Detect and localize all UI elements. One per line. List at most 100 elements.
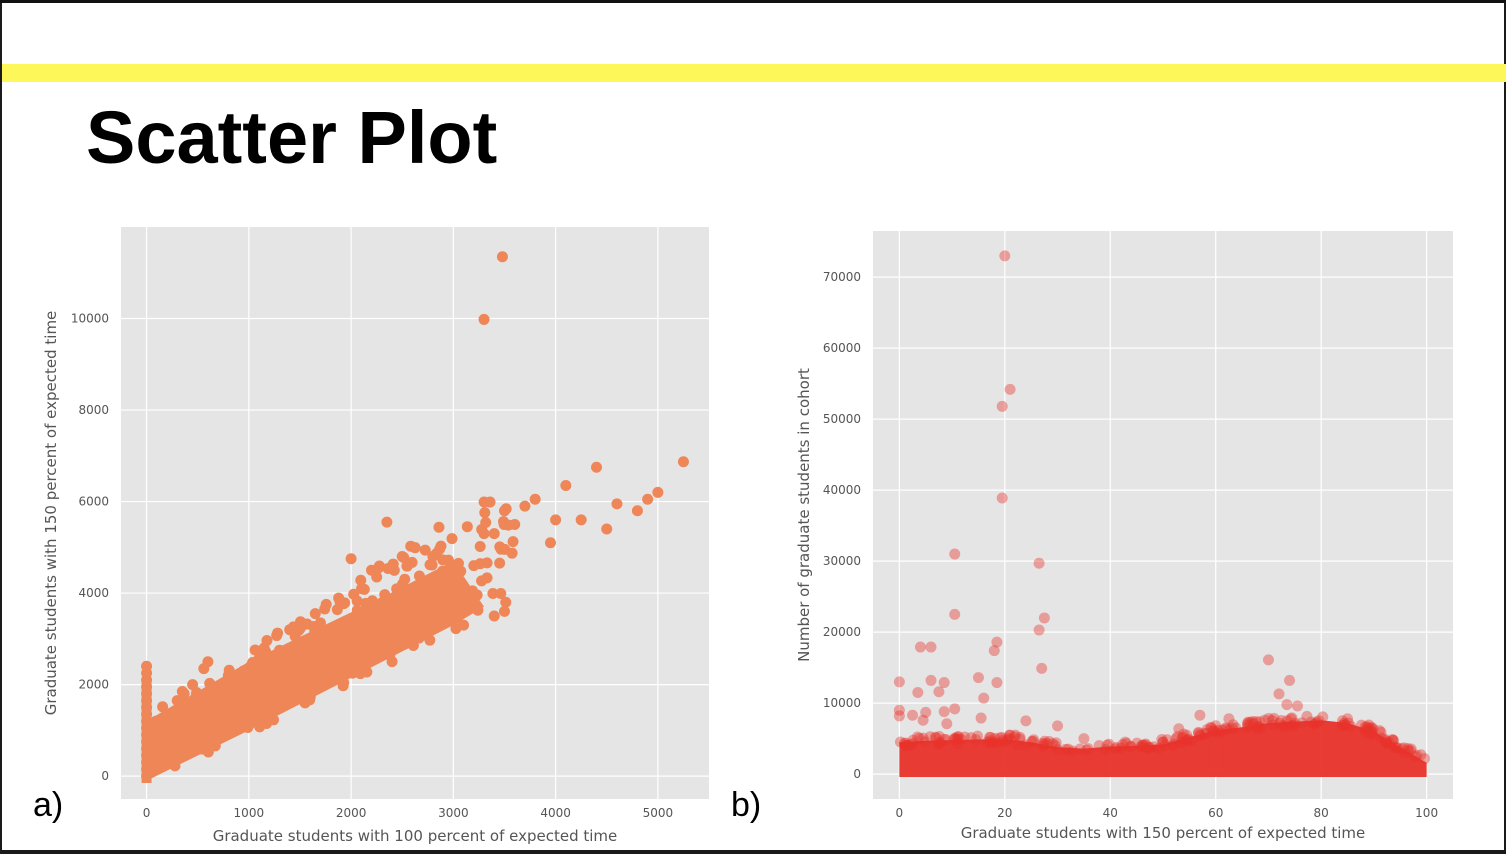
- data-point: [405, 596, 417, 608]
- data-point: [949, 608, 961, 620]
- data-point: [187, 679, 199, 691]
- data-point: [1285, 713, 1297, 725]
- data-point: [446, 533, 458, 545]
- data-point: [500, 596, 512, 608]
- data-point: [193, 711, 205, 723]
- data-point: [914, 641, 926, 653]
- data-point: [1301, 710, 1313, 722]
- data-point: [929, 731, 941, 743]
- data-points: [141, 251, 689, 783]
- data-point: [1052, 744, 1064, 756]
- data-point: [938, 677, 950, 689]
- data-point: [367, 625, 379, 637]
- data-point: [901, 739, 913, 751]
- data-point: [478, 313, 490, 325]
- data-point: [1241, 717, 1253, 729]
- data-point: [1252, 721, 1264, 733]
- data-point: [959, 731, 971, 743]
- data-point: [437, 610, 449, 622]
- data-point: [487, 587, 499, 599]
- data-point: [920, 706, 932, 718]
- data-point: [989, 732, 1001, 744]
- data-point: [1002, 733, 1014, 745]
- data-point: [211, 699, 223, 711]
- data-point: [1205, 721, 1217, 733]
- data-point: [1082, 743, 1094, 755]
- data-point: [216, 709, 228, 721]
- data-point: [1275, 714, 1287, 726]
- data-point: [1140, 738, 1152, 750]
- data-point: [1415, 749, 1427, 761]
- data-point: [1039, 735, 1051, 747]
- data-point: [991, 677, 1003, 689]
- panel-label-b: b): [731, 786, 762, 824]
- data-point: [1418, 753, 1430, 765]
- x-tick-label: 3000: [438, 806, 469, 820]
- data-point: [1216, 724, 1228, 736]
- data-point: [1170, 733, 1182, 745]
- data-point: [468, 560, 480, 572]
- data-point: [1226, 722, 1238, 734]
- y-axis-title: Graduate students with 150 percent of ex…: [42, 311, 60, 716]
- data-point: [433, 593, 445, 605]
- data-point: [1220, 723, 1232, 735]
- data-point: [396, 550, 408, 562]
- data-point: [905, 739, 917, 751]
- data-point: [1004, 733, 1016, 745]
- data-point: [988, 645, 1000, 657]
- data-point: [1140, 739, 1152, 751]
- y-tick-label: 30000: [823, 554, 861, 568]
- data-point: [1125, 741, 1137, 753]
- data-point: [1136, 740, 1148, 752]
- data-point: [1156, 734, 1168, 746]
- data-point: [350, 653, 362, 665]
- data-point: [898, 737, 910, 749]
- data-point: [1242, 719, 1254, 731]
- data-point: [1148, 741, 1160, 753]
- data-point: [253, 655, 265, 667]
- data-point: [591, 461, 603, 473]
- data-point: [488, 528, 500, 540]
- data-point: [427, 550, 439, 562]
- data-point: [141, 770, 153, 782]
- data-point: [480, 516, 492, 528]
- data-point: [442, 554, 454, 566]
- data-point: [907, 738, 919, 750]
- data-point: [366, 564, 378, 576]
- data-point: [1362, 722, 1374, 734]
- scatter-chart-b: 0 20 40 60 80 100 0 10000 20000 30000 40000 50000 60…: [795, 231, 1453, 842]
- data-point: [1144, 741, 1156, 753]
- data-point: [1374, 725, 1386, 737]
- data-point: [952, 731, 964, 743]
- data-point: [907, 734, 919, 746]
- data-point: [900, 737, 912, 749]
- data-point: [1009, 729, 1021, 741]
- data-point: [1337, 719, 1349, 731]
- data-point: [150, 715, 162, 727]
- data-point: [1405, 743, 1417, 755]
- data-point: [1365, 723, 1377, 735]
- data-point: [199, 724, 211, 736]
- data-point: [1125, 740, 1137, 752]
- y-tick-label: 10000: [71, 312, 109, 326]
- data-point: [611, 498, 623, 510]
- data-point: [305, 655, 317, 667]
- data-point: [1317, 711, 1329, 723]
- data-point: [1159, 740, 1171, 752]
- data-point: [1009, 731, 1021, 743]
- data-point: [1409, 751, 1421, 763]
- data-point: [1168, 738, 1180, 750]
- data-point: [984, 731, 996, 743]
- data-point: [234, 688, 246, 700]
- data-point: [1381, 737, 1393, 749]
- data-point: [1383, 736, 1395, 748]
- data-point: [997, 734, 1009, 746]
- data-point: [1194, 729, 1206, 741]
- data-point: [1379, 733, 1391, 745]
- data-point: [433, 521, 445, 533]
- y-tick-label: 50000: [823, 412, 861, 426]
- data-point: [1036, 740, 1048, 752]
- data-point: [917, 714, 929, 726]
- data-point: [400, 628, 412, 640]
- data-point: [296, 662, 308, 674]
